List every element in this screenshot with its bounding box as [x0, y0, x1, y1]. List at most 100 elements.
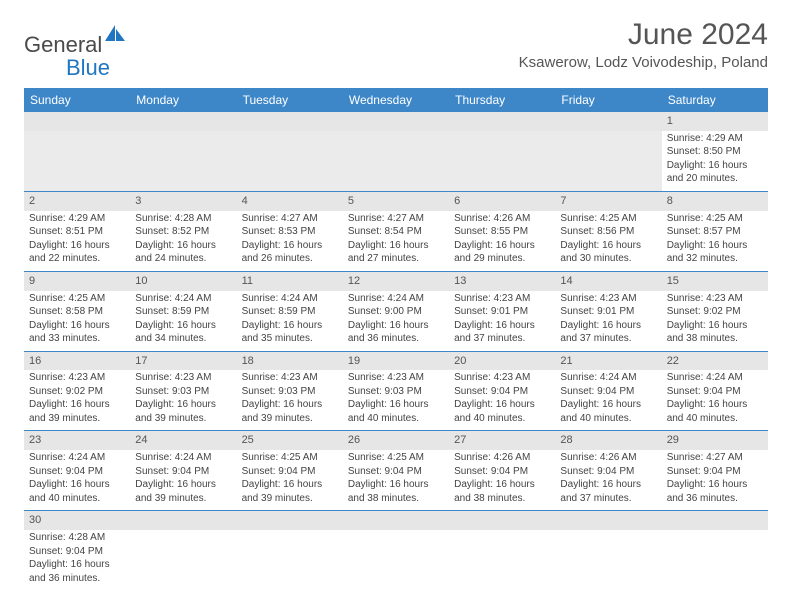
daylight-text-1: Daylight: 16 hours	[667, 319, 763, 333]
day-number-cell: 20	[449, 351, 555, 370]
day-cell	[343, 131, 449, 192]
day-cell: Sunrise: 4:27 AMSunset: 8:53 PMDaylight:…	[237, 211, 343, 272]
week-detail-row: Sunrise: 4:23 AMSunset: 9:02 PMDaylight:…	[24, 370, 768, 431]
daylight-text-1: Daylight: 16 hours	[667, 159, 763, 173]
day-number-cell: 24	[130, 431, 236, 450]
daylight-text-2: and 34 minutes.	[135, 332, 231, 346]
day-cell	[24, 131, 130, 192]
day-header: Wednesday	[343, 88, 449, 112]
sunset-text: Sunset: 9:04 PM	[667, 465, 763, 479]
location: Ksawerow, Lodz Voivodeship, Poland	[519, 54, 768, 71]
sunset-text: Sunset: 8:55 PM	[454, 225, 550, 239]
day-number-cell: 8	[662, 191, 768, 210]
day-cell	[449, 131, 555, 192]
day-cell: Sunrise: 4:23 AMSunset: 9:03 PMDaylight:…	[237, 370, 343, 431]
day-cell: Sunrise: 4:25 AMSunset: 9:04 PMDaylight:…	[237, 450, 343, 511]
day-number: 11	[242, 274, 338, 289]
day-number-cell: 4	[237, 191, 343, 210]
sunrise-text: Sunrise: 4:29 AM	[29, 212, 125, 226]
sunrise-text: Sunrise: 4:27 AM	[348, 212, 444, 226]
day-number-cell: 25	[237, 431, 343, 450]
header: General Blue June 2024 Ksawerow, Lodz Vo…	[24, 18, 768, 80]
day-number: 1	[667, 114, 763, 129]
sunset-text: Sunset: 9:03 PM	[135, 385, 231, 399]
daylight-text-1: Daylight: 16 hours	[135, 398, 231, 412]
sunrise-text: Sunrise: 4:25 AM	[348, 451, 444, 465]
sunset-text: Sunset: 8:57 PM	[667, 225, 763, 239]
daylight-text-1: Daylight: 16 hours	[348, 398, 444, 412]
sunset-text: Sunset: 9:01 PM	[454, 305, 550, 319]
daylight-text-1: Daylight: 16 hours	[242, 319, 338, 333]
daylight-text-1: Daylight: 16 hours	[135, 319, 231, 333]
day-cell: Sunrise: 4:25 AMSunset: 9:04 PMDaylight:…	[343, 450, 449, 511]
sunset-text: Sunset: 8:51 PM	[29, 225, 125, 239]
day-number: 15	[667, 274, 763, 289]
day-number: 24	[135, 433, 231, 448]
day-number-cell	[662, 511, 768, 530]
week-detail-row: Sunrise: 4:25 AMSunset: 8:58 PMDaylight:…	[24, 291, 768, 352]
day-number: 29	[667, 433, 763, 448]
sunset-text: Sunset: 9:04 PM	[29, 545, 125, 559]
sunrise-text: Sunrise: 4:25 AM	[667, 212, 763, 226]
day-cell: Sunrise: 4:24 AMSunset: 8:59 PMDaylight:…	[130, 291, 236, 352]
daylight-text-2: and 39 minutes.	[242, 412, 338, 426]
day-number: 7	[560, 194, 656, 209]
daylight-text-2: and 36 minutes.	[667, 492, 763, 506]
daylight-text-2: and 37 minutes.	[560, 332, 656, 346]
daylight-text-2: and 37 minutes.	[454, 332, 550, 346]
day-cell	[130, 530, 236, 590]
day-cell	[555, 131, 661, 192]
day-number: 27	[454, 433, 550, 448]
sunrise-text: Sunrise: 4:25 AM	[242, 451, 338, 465]
sunrise-text: Sunrise: 4:24 AM	[242, 292, 338, 306]
sunrise-text: Sunrise: 4:26 AM	[454, 451, 550, 465]
daylight-text-2: and 32 minutes.	[667, 252, 763, 266]
day-number: 19	[348, 354, 444, 369]
sunrise-text: Sunrise: 4:24 AM	[29, 451, 125, 465]
day-number-cell	[555, 112, 661, 131]
daylight-text-1: Daylight: 16 hours	[667, 478, 763, 492]
day-cell: Sunrise: 4:23 AMSunset: 9:02 PMDaylight:…	[662, 291, 768, 352]
daylight-text-1: Daylight: 16 hours	[135, 239, 231, 253]
sunset-text: Sunset: 8:56 PM	[560, 225, 656, 239]
day-number: 20	[454, 354, 550, 369]
daylight-text-2: and 38 minutes.	[667, 332, 763, 346]
daylight-text-1: Daylight: 16 hours	[454, 239, 550, 253]
day-cell	[237, 530, 343, 590]
sunset-text: Sunset: 8:52 PM	[135, 225, 231, 239]
calendar-table: Sunday Monday Tuesday Wednesday Thursday…	[24, 88, 768, 590]
sunset-text: Sunset: 9:04 PM	[454, 385, 550, 399]
day-number: 21	[560, 354, 656, 369]
sunset-text: Sunset: 8:53 PM	[242, 225, 338, 239]
day-cell	[662, 530, 768, 590]
day-number-cell	[130, 112, 236, 131]
sunrise-text: Sunrise: 4:26 AM	[560, 451, 656, 465]
day-number: 14	[560, 274, 656, 289]
daylight-text-2: and 30 minutes.	[560, 252, 656, 266]
daylight-text-1: Daylight: 16 hours	[29, 558, 125, 572]
daylight-text-2: and 40 minutes.	[348, 412, 444, 426]
day-number-cell: 11	[237, 271, 343, 290]
day-number: 12	[348, 274, 444, 289]
daylight-text-1: Daylight: 16 hours	[242, 478, 338, 492]
day-cell: Sunrise: 4:26 AMSunset: 8:55 PMDaylight:…	[449, 211, 555, 272]
daylight-text-2: and 38 minutes.	[454, 492, 550, 506]
day-cell	[343, 530, 449, 590]
daylight-text-2: and 39 minutes.	[29, 412, 125, 426]
day-cell: Sunrise: 4:28 AMSunset: 9:04 PMDaylight:…	[24, 530, 130, 590]
daylight-text-2: and 40 minutes.	[454, 412, 550, 426]
day-cell: Sunrise: 4:24 AMSunset: 9:04 PMDaylight:…	[130, 450, 236, 511]
sunrise-text: Sunrise: 4:23 AM	[348, 371, 444, 385]
daylight-text-1: Daylight: 16 hours	[348, 319, 444, 333]
day-cell	[449, 530, 555, 590]
day-number-cell: 13	[449, 271, 555, 290]
sunset-text: Sunset: 9:01 PM	[560, 305, 656, 319]
daylight-text-1: Daylight: 16 hours	[560, 319, 656, 333]
day-number: 3	[135, 194, 231, 209]
sunrise-text: Sunrise: 4:29 AM	[667, 132, 763, 146]
sunrise-text: Sunrise: 4:23 AM	[454, 371, 550, 385]
week-number-row: 1	[24, 112, 768, 131]
sunrise-text: Sunrise: 4:24 AM	[667, 371, 763, 385]
daylight-text-1: Daylight: 16 hours	[454, 478, 550, 492]
daylight-text-1: Daylight: 16 hours	[29, 319, 125, 333]
